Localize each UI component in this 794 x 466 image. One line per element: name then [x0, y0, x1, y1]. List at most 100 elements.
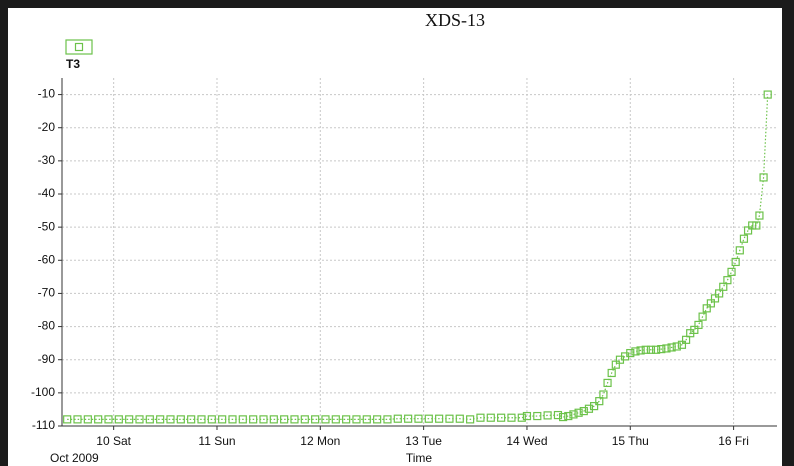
marker: [497, 413, 506, 422]
marker: [455, 414, 464, 423]
x-tick-label: 12 Mon: [300, 434, 340, 448]
marker: [626, 348, 635, 358]
marker: [435, 414, 444, 423]
marker: [579, 406, 588, 416]
marker: [104, 415, 113, 424]
x-axis-sublabel: Oct 2009: [50, 451, 99, 465]
marker: [280, 415, 289, 424]
marker: [135, 415, 144, 424]
marker: [719, 282, 728, 291]
marker: [393, 414, 402, 423]
marker: [238, 415, 247, 424]
marker: [759, 173, 768, 182]
marker: [748, 221, 757, 230]
marker: [187, 415, 196, 424]
marker: [564, 411, 573, 421]
y-tick-label: -50: [38, 219, 56, 233]
x-tick-label: 11 Sun: [198, 434, 235, 448]
marker: [517, 413, 526, 422]
marker: [677, 340, 687, 349]
marker: [249, 415, 258, 424]
marker: [486, 413, 495, 422]
marker: [631, 347, 640, 356]
y-tick-label: -110: [32, 418, 55, 432]
x-tick-label: 13 Tue: [405, 434, 442, 448]
marker: [404, 414, 413, 423]
marker: [694, 320, 703, 330]
y-tick-label: -70: [38, 286, 56, 300]
marker: [445, 414, 454, 423]
marker: [507, 413, 516, 422]
marker: [166, 415, 175, 424]
marker: [735, 246, 744, 255]
marker: [476, 413, 485, 422]
x-tick-label: 10 Sat: [96, 434, 131, 448]
marker: [290, 415, 299, 424]
marker: [207, 415, 216, 424]
marker: [641, 345, 650, 354]
marker: [114, 415, 123, 424]
marker: [739, 234, 749, 243]
x-axis-label: Time: [406, 451, 433, 465]
legend-label: T3: [66, 57, 80, 71]
marker: [611, 360, 620, 369]
chart-title: XDS-13: [425, 10, 485, 30]
marker: [83, 415, 92, 424]
marker: [763, 90, 772, 99]
marker: [710, 294, 720, 303]
marker: [533, 411, 542, 421]
marker: [657, 345, 666, 354]
marker: [755, 211, 764, 220]
marker: [743, 226, 753, 235]
legend-marker: [74, 42, 84, 52]
y-tick-label: -90: [38, 352, 56, 366]
marker: [662, 344, 671, 353]
marker: [321, 415, 330, 424]
y-tick-label: -40: [38, 186, 56, 200]
marker: [73, 415, 82, 424]
marker: [362, 415, 371, 424]
marker: [145, 415, 154, 424]
marker: [607, 368, 616, 378]
marker: [522, 411, 532, 421]
marker: [723, 276, 732, 285]
y-tick-label: -20: [38, 120, 56, 134]
legend-swatch: [65, 39, 93, 55]
marker: [590, 402, 599, 411]
panel: [8, 8, 782, 466]
marker: [63, 415, 72, 424]
marker: [652, 345, 661, 354]
marker: [672, 342, 681, 351]
marker: [424, 414, 433, 423]
marker: [752, 221, 761, 230]
marker: [300, 415, 309, 424]
marker: [681, 335, 691, 344]
marker: [731, 257, 740, 267]
marker: [466, 415, 475, 424]
marker: [352, 415, 361, 424]
y-tick-label: -80: [38, 319, 56, 333]
marker: [636, 346, 645, 355]
marker: [595, 397, 604, 406]
marker: [414, 414, 423, 423]
y-tick-label: -10: [38, 87, 56, 101]
marker: [156, 415, 165, 424]
marker: [342, 415, 351, 424]
marker: [702, 304, 711, 313]
marker: [706, 299, 715, 308]
y-tick-label: -30: [38, 153, 56, 167]
marker: [197, 415, 206, 424]
marker: [543, 411, 552, 420]
y-tick-label: -100: [31, 385, 55, 399]
marker: [94, 415, 103, 424]
x-tick-label: 16 Fri: [718, 434, 749, 448]
marker: [715, 289, 724, 298]
marker: [698, 312, 707, 321]
marker: [574, 408, 583, 417]
marker: [125, 415, 134, 424]
marker: [603, 378, 612, 388]
marker: [259, 415, 268, 424]
x-tick-label: 14 Wed: [506, 434, 547, 448]
marker: [383, 415, 392, 424]
marker: [176, 415, 185, 424]
